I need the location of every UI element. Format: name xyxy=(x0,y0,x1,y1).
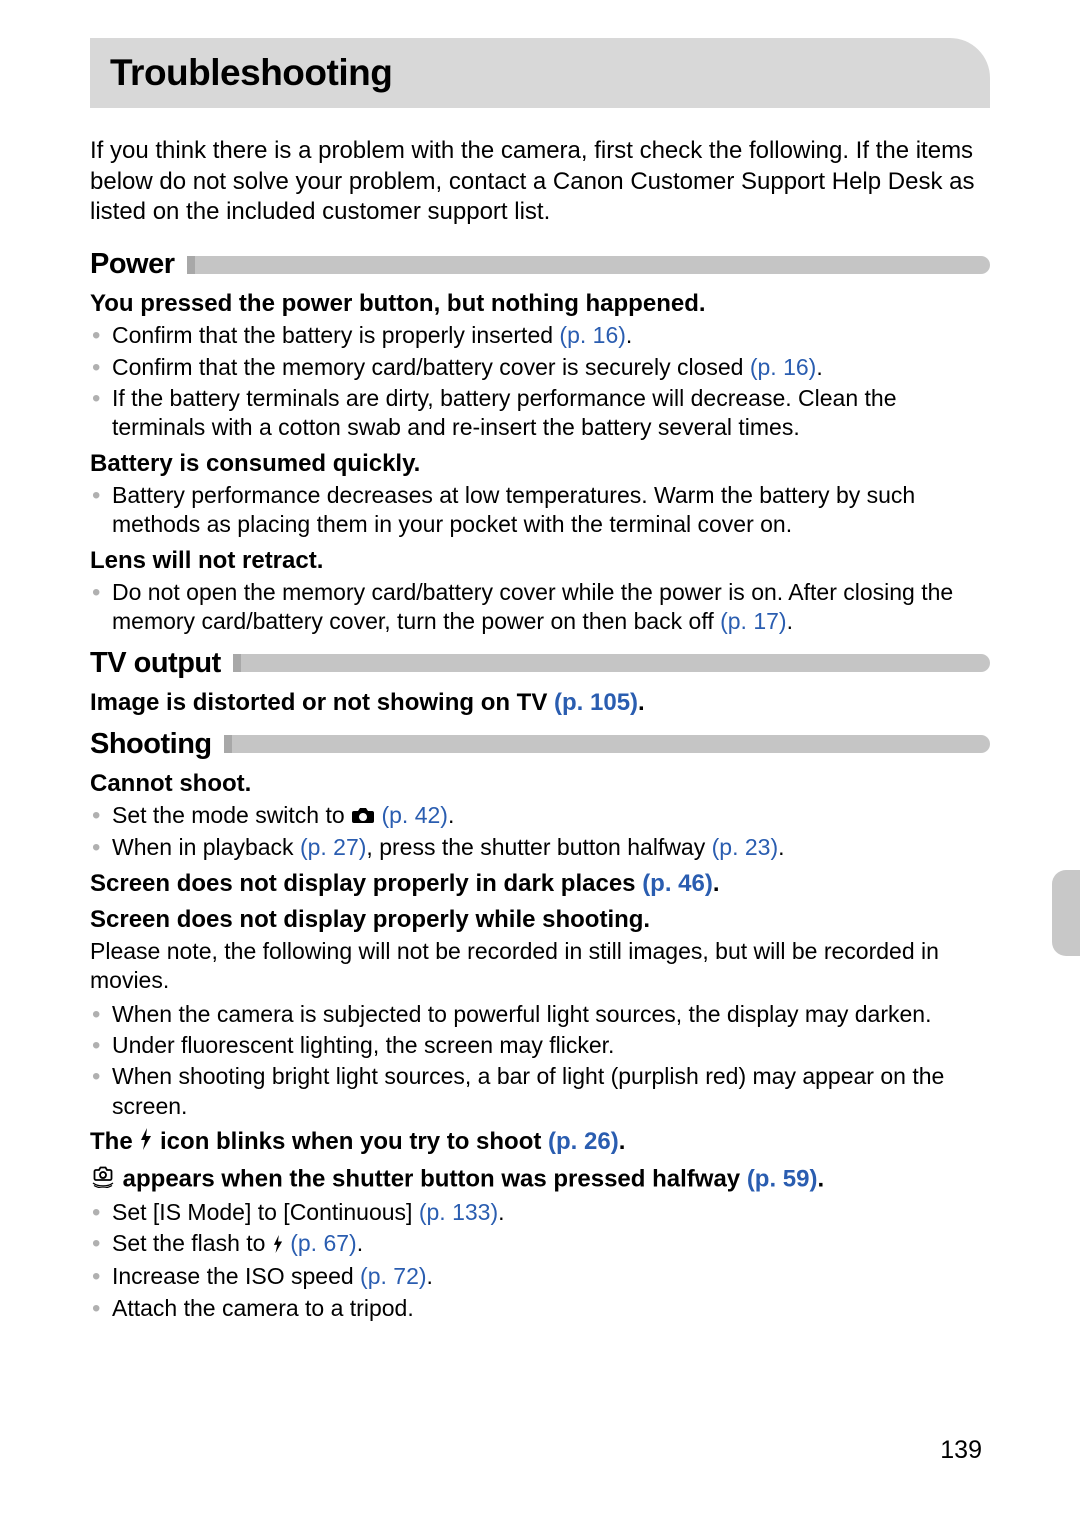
list-item: When the camera is subjected to powerful… xyxy=(90,1000,990,1029)
bullet-text: Do not open the memory card/battery cove… xyxy=(112,579,953,634)
list-item: Set [IS Mode] to [Continuous] (p. 133). xyxy=(90,1198,990,1227)
section-header-power: Power xyxy=(90,248,990,281)
page-ref-link[interactable]: (p. 27) xyxy=(300,834,366,860)
section-bar xyxy=(187,256,990,274)
list-item: Do not open the memory card/battery cove… xyxy=(90,578,990,637)
list-item: Battery performance decreases at low tem… xyxy=(90,481,990,540)
issue-title: Screen does not display properly in dark… xyxy=(90,869,990,899)
issue-title-text: . xyxy=(619,1128,626,1155)
issue-title: Battery is consumed quickly. xyxy=(90,449,990,479)
issue-title-text: Image is distorted or not showing on TV xyxy=(90,689,554,716)
page-ref-link[interactable]: (p. 42) xyxy=(381,802,447,828)
camera-shake-icon xyxy=(90,1164,116,1196)
page-ref-link[interactable]: (p. 59) xyxy=(747,1165,818,1192)
bullet-text: Set the mode switch to xyxy=(112,802,351,828)
page-ref-link[interactable]: (p. 46) xyxy=(642,870,713,897)
bullet-text: Set the flash to xyxy=(112,1230,272,1256)
issue-title: Lens will not retract. xyxy=(90,546,990,576)
bullet-text: . xyxy=(816,354,822,380)
bullet-text: . xyxy=(357,1230,363,1256)
page-ref-link[interactable]: (p. 67) xyxy=(290,1230,356,1256)
section-heading: TV output xyxy=(90,647,221,680)
intro-paragraph: If you think there is a problem with the… xyxy=(90,136,990,228)
issue-title-text: The xyxy=(90,1128,139,1155)
bullet-text: . xyxy=(427,1263,433,1289)
list-item: Confirm that the battery is properly ins… xyxy=(90,321,990,350)
page-ref-link[interactable]: (p. 17) xyxy=(720,608,786,634)
bullet-list: Set [IS Mode] to [Continuous] (p. 133). … xyxy=(90,1198,990,1323)
page-ref-link[interactable]: (p. 16) xyxy=(559,322,625,348)
list-item: When shooting bright light sources, a ba… xyxy=(90,1062,990,1121)
list-item: Under fluorescent lighting, the screen m… xyxy=(90,1031,990,1060)
bullet-text: . xyxy=(498,1199,504,1225)
bullet-list: Battery performance decreases at low tem… xyxy=(90,481,990,540)
bullet-text: . xyxy=(626,322,632,348)
section-bar xyxy=(224,735,990,753)
camera-icon xyxy=(351,802,375,831)
flash-icon xyxy=(139,1128,153,1158)
issue-title-text: . xyxy=(713,870,720,897)
page-ref-link[interactable]: (p. 16) xyxy=(750,354,816,380)
bullet-list: Confirm that the battery is properly ins… xyxy=(90,321,990,443)
issue-title: appears when the shutter button was pres… xyxy=(90,1164,990,1196)
list-item: Increase the ISO speed (p. 72). xyxy=(90,1262,990,1291)
bullet-text: . xyxy=(778,834,784,860)
issue-title: You pressed the power button, but nothin… xyxy=(90,289,990,319)
page-title: Troubleshooting xyxy=(110,52,990,94)
page-content: Troubleshooting If you think there is a … xyxy=(0,0,1080,1323)
page-ref-link[interactable]: (p. 72) xyxy=(360,1263,426,1289)
bullet-text: Set [IS Mode] to [Continuous] xyxy=(112,1199,419,1225)
page-ref-link[interactable]: (p. 105) xyxy=(554,689,638,716)
bullet-text: . xyxy=(448,802,454,828)
issue-title: Cannot shoot. xyxy=(90,769,990,799)
section-heading: Power xyxy=(90,248,175,281)
page-ref-link[interactable]: (p. 133) xyxy=(419,1199,498,1225)
issue-title-text: Screen does not display properly in dark… xyxy=(90,870,642,897)
list-item: Confirm that the memory card/battery cov… xyxy=(90,353,990,382)
bullet-text: Increase the ISO speed xyxy=(112,1263,360,1289)
section-header-tv: TV output xyxy=(90,647,990,680)
list-item: Attach the camera to a tripod. xyxy=(90,1294,990,1323)
bullet-text: . xyxy=(787,608,793,634)
bullet-list: Set the mode switch to (p. 42). When in … xyxy=(90,801,990,863)
side-tab xyxy=(1052,870,1080,956)
page-ref-link[interactable]: (p. 23) xyxy=(712,834,778,860)
bullet-text: Confirm that the battery is properly ins… xyxy=(112,322,559,348)
issue-title: The icon blinks when you try to shoot (p… xyxy=(90,1127,990,1158)
list-item: When in playback (p. 27), press the shut… xyxy=(90,833,990,862)
bullet-list: When the camera is subjected to powerful… xyxy=(90,1000,990,1122)
issue-title-text: icon blinks when you try to shoot xyxy=(153,1128,548,1155)
list-item: If the battery terminals are dirty, batt… xyxy=(90,384,990,443)
section-header-shooting: Shooting xyxy=(90,728,990,761)
section-heading: Shooting xyxy=(90,728,212,761)
issue-note: Please note, the following will not be r… xyxy=(90,937,990,996)
bullet-text: When in playback xyxy=(112,834,300,860)
flash-icon xyxy=(272,1231,284,1260)
page-ref-link[interactable]: (p. 26) xyxy=(548,1128,619,1155)
bullet-text: , press the shutter button halfway xyxy=(366,834,711,860)
bullet-text: Confirm that the memory card/battery cov… xyxy=(112,354,750,380)
section-bar xyxy=(233,654,990,672)
page-number: 139 xyxy=(940,1436,982,1465)
issue-title: Screen does not display properly while s… xyxy=(90,905,990,935)
issue-title-text: . xyxy=(818,1165,825,1192)
bullet-list: Do not open the memory card/battery cove… xyxy=(90,578,990,637)
issue-title-text: . xyxy=(638,689,645,716)
list-item: Set the mode switch to (p. 42). xyxy=(90,801,990,832)
issue-title-text: appears when the shutter button was pres… xyxy=(116,1165,747,1192)
list-item: Set the flash to (p. 67). xyxy=(90,1229,990,1260)
issue-title: Image is distorted or not showing on TV … xyxy=(90,688,990,718)
title-banner: Troubleshooting xyxy=(90,38,990,108)
